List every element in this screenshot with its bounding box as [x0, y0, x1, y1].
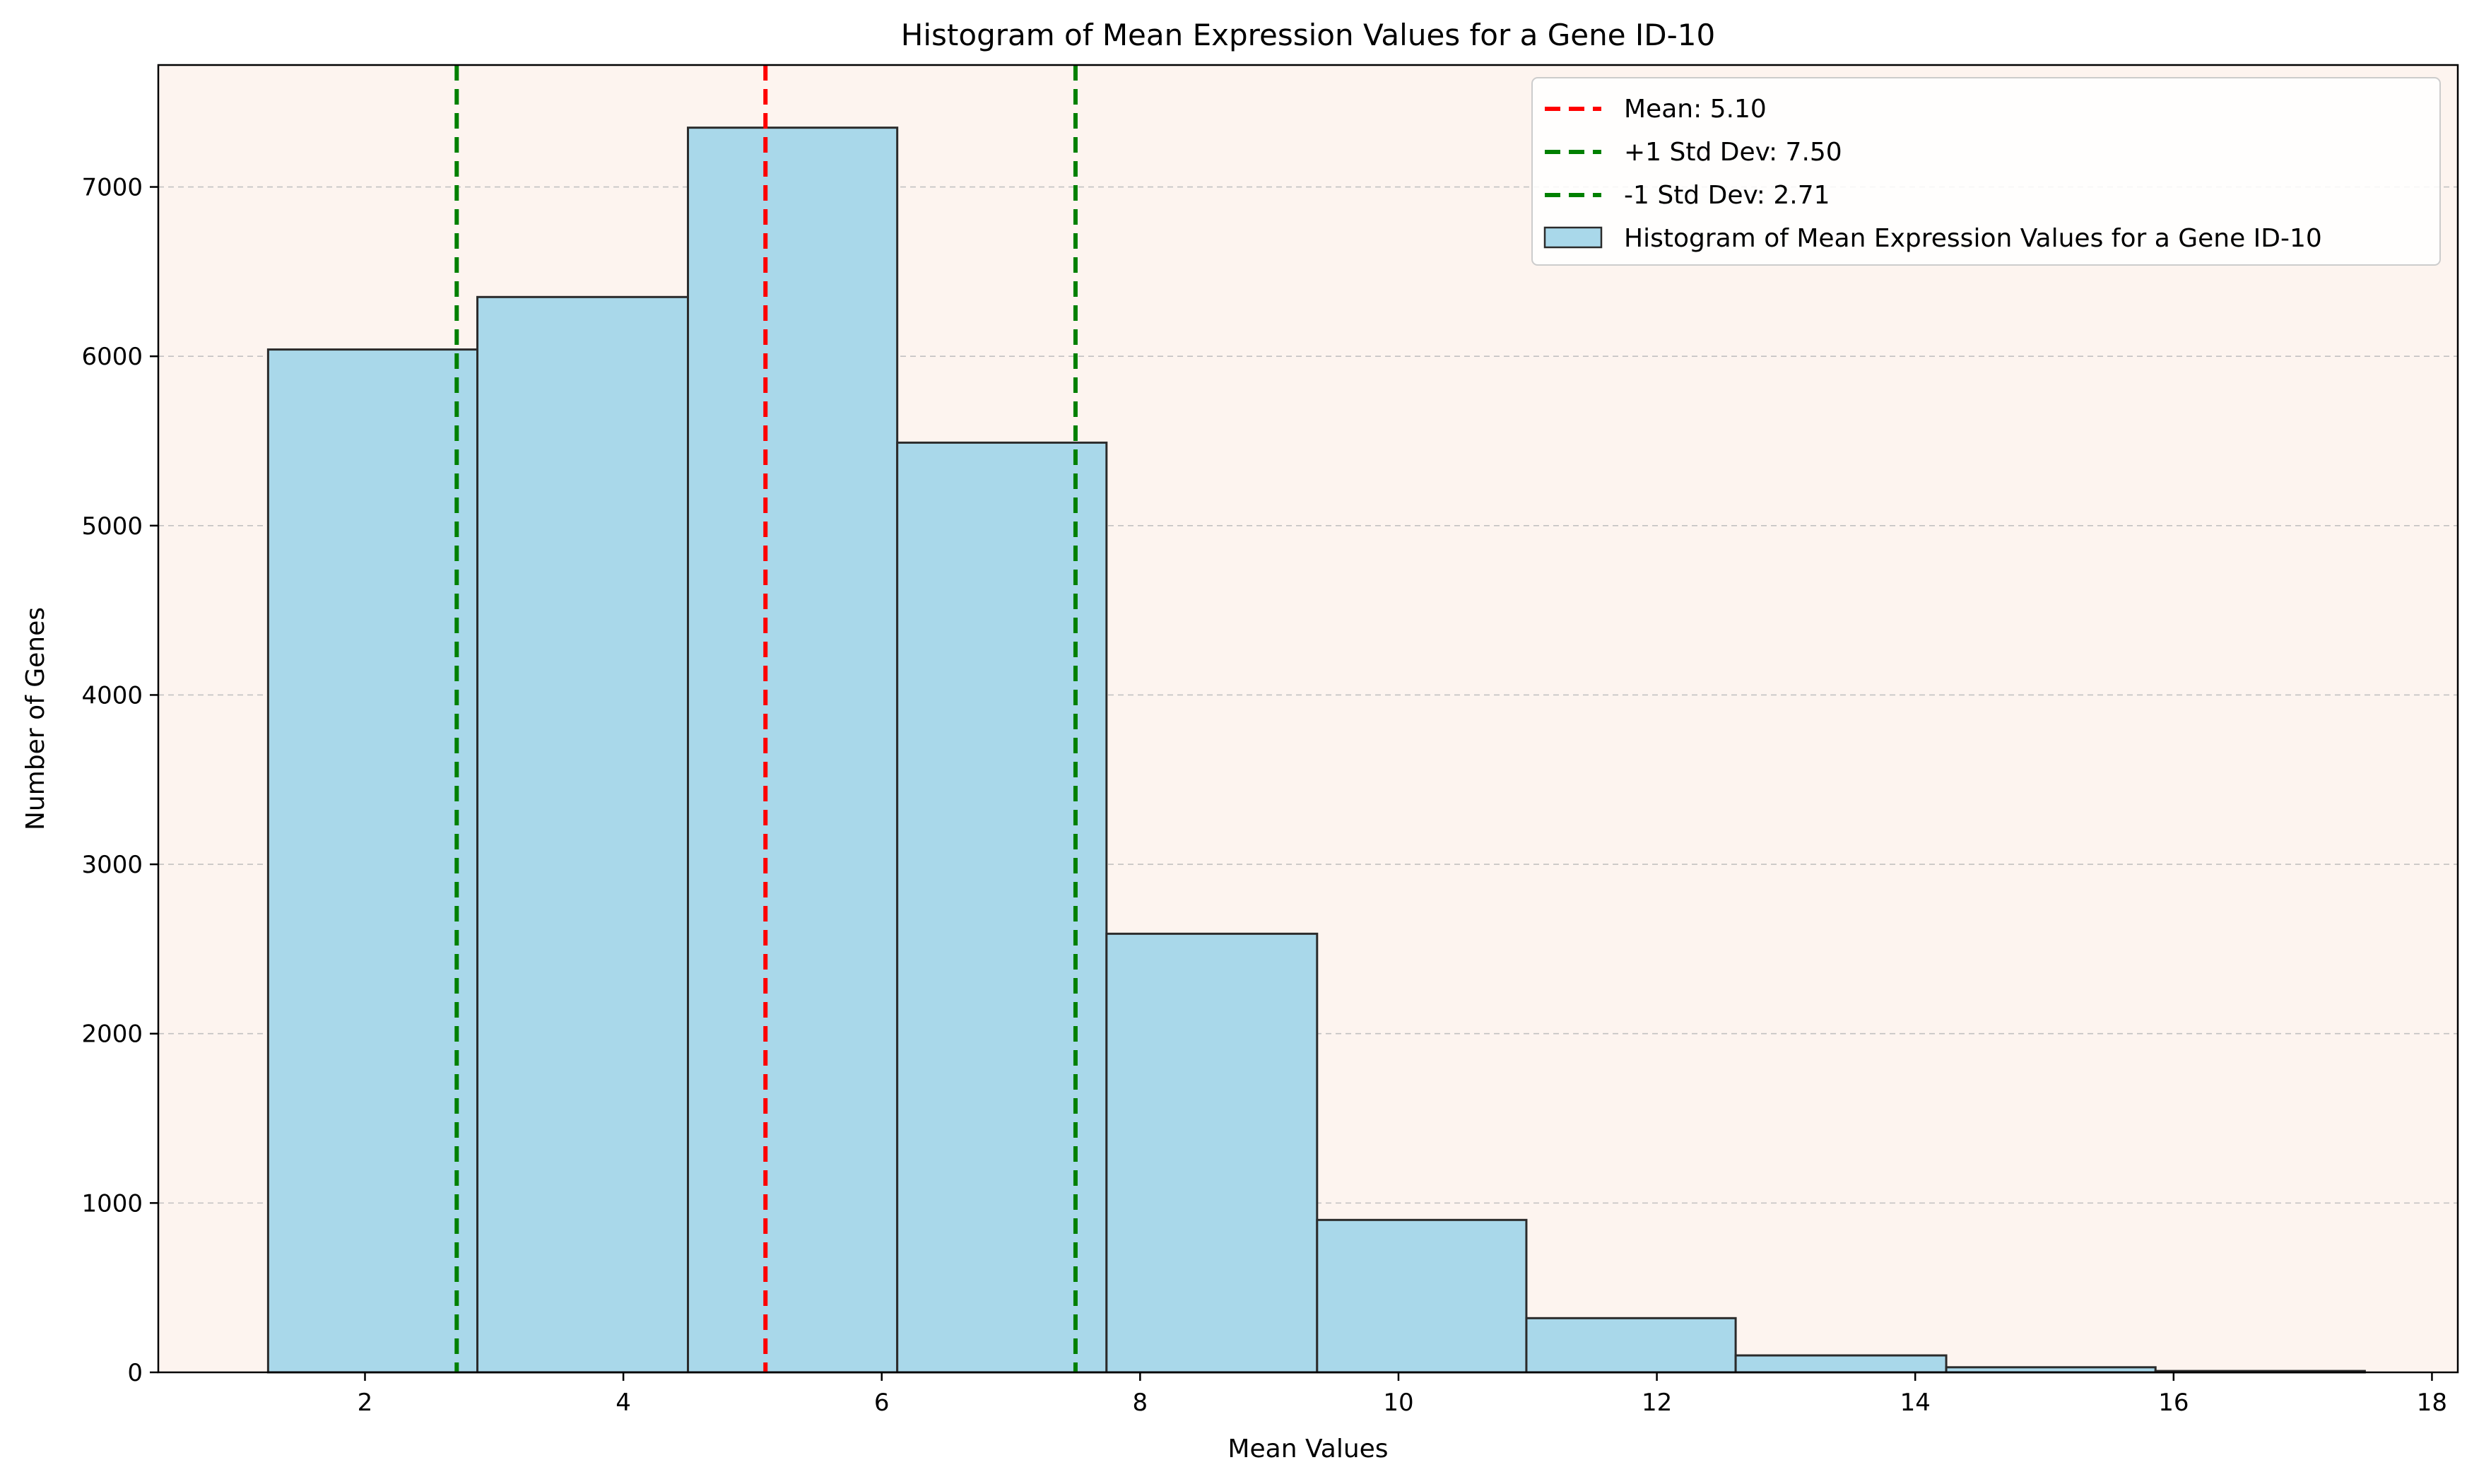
y-tick-label: 4000 [81, 681, 143, 709]
x-tick-label: 10 [1383, 1389, 1413, 1417]
reference-lines [454, 65, 1078, 1372]
histogram-bar [476, 295, 690, 1374]
x-tick-label: 2 [358, 1389, 373, 1417]
histogram-bar [1525, 1317, 1737, 1374]
x-tick-label: 12 [1642, 1389, 1672, 1417]
y-tick-label: 3000 [81, 851, 143, 879]
y-tick-label: 2000 [81, 1020, 143, 1049]
legend-label-mean: Mean: 5.10 [1624, 95, 1767, 124]
legend-label-histogram: Histogram of Mean Expression Values for … [1624, 224, 2322, 253]
x-axis-label: Mean Values [1227, 1435, 1388, 1464]
y-tick-label: 7000 [81, 174, 143, 202]
histogram-bars [266, 126, 2366, 1374]
histogram-bar [687, 126, 899, 1374]
legend-box [1531, 77, 2441, 266]
legend-label-plus-std: +1 Std Dev: 7.50 [1624, 138, 1842, 167]
y-tick-label: 5000 [81, 512, 143, 541]
legend-label-minus-std: -1 Std Dev: 2.71 [1624, 181, 1830, 210]
histogram-bar [1105, 932, 1319, 1374]
histogram-bar [266, 348, 479, 1374]
y-tick-label: 0 [127, 1359, 143, 1387]
legend-swatch-histogram [1543, 226, 1603, 249]
histogram-bar [1734, 1354, 1948, 1374]
plot-frame [157, 64, 2459, 1374]
chart-title: Histogram of Mean Expression Values for … [901, 18, 1715, 52]
histogram-bar [1316, 1218, 1528, 1374]
x-tick-label: 18 [2417, 1389, 2447, 1417]
x-tick-label: 14 [1900, 1389, 1931, 1417]
legend: Mean: 5.10 +1 Std Dev: 7.50 -1 Std Dev: … [1531, 77, 2441, 266]
y-tick-label: 6000 [81, 343, 143, 371]
x-tick-label: 6 [874, 1389, 890, 1417]
y-axis-ticks: 0 1000 2000 3000 4000 5000 6000 7000 [81, 174, 158, 1387]
y-axis-label: Number of Genes [21, 607, 50, 830]
histogram-bar [896, 441, 1108, 1374]
y-tick-label: 1000 [81, 1189, 143, 1218]
x-tick-label: 16 [2158, 1389, 2189, 1417]
x-tick-label: 8 [1133, 1389, 1148, 1417]
x-tick-label: 4 [616, 1389, 631, 1417]
x-axis-ticks: 2 4 6 8 10 12 14 16 18 [358, 1372, 2447, 1417]
